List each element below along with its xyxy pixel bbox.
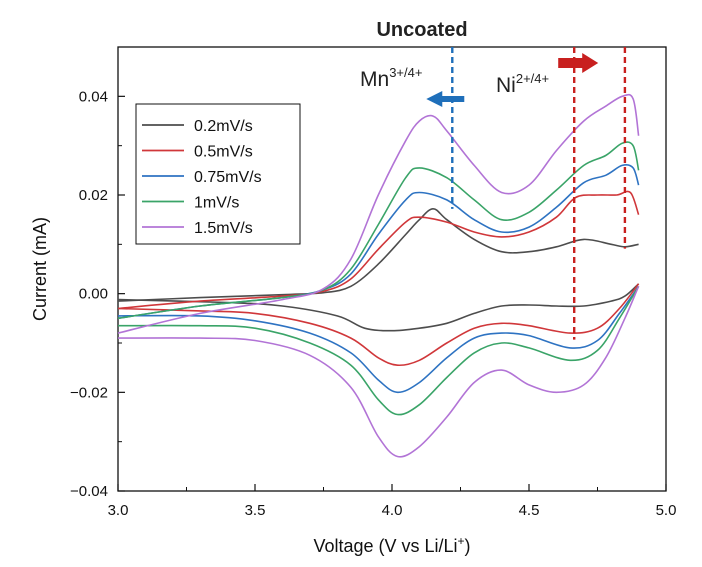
x-axis-title-sup: +	[458, 534, 465, 548]
y-tick-label: −0.04	[70, 483, 108, 500]
y-tick-label: 0.04	[79, 88, 108, 105]
axis-ticks: 3.0 3.5 4.0 4.5 5.0 −0.04 −0.02 0.00 0.02 0.04	[70, 88, 676, 519]
ni-label-base: Ni	[496, 74, 516, 97]
series-0-5mv-s-cathodic-line	[117, 283, 640, 367]
y-tick-label: −0.02	[70, 384, 108, 401]
x-axis-title-end: )	[465, 536, 471, 556]
legend: 0.2mV/s 0.5mV/s 0.75mV/s 1mV/s 1.5mV/s	[135, 103, 301, 245]
y-tick-label: 0.02	[79, 187, 108, 204]
series-curves	[117, 93, 640, 458]
series-1-5mv-s-anodic-line	[117, 93, 640, 334]
ni-label-sup: 2+/4+	[516, 71, 549, 86]
legend-label-0-75mv-s: 0.75mV/s	[194, 169, 262, 186]
x-tick-label: 4.0	[382, 502, 403, 519]
ni-label: Ni2+/4+	[496, 71, 549, 97]
x-axis-title: Voltage (V vs Li/Li+)	[313, 534, 470, 556]
series-1-5mv-s-cathodic-line	[117, 285, 640, 458]
x-tick-label: 5.0	[656, 502, 677, 519]
legend-label-1mv-s: 1mV/s	[194, 195, 239, 212]
mn-label-base: Mn	[360, 68, 389, 91]
legend-label-1-5mv-s: 1.5mV/s	[194, 220, 253, 237]
series-1mv-s-cathodic-line	[117, 285, 640, 416]
legend-box	[135, 103, 301, 245]
x-tick-label: 4.5	[519, 502, 540, 519]
y-axis-title: Current (mA)	[30, 217, 50, 321]
mn-label: Mn3+/4+	[360, 65, 422, 91]
chart-title: Uncoated	[376, 19, 467, 41]
mn-label-sup: 3+/4+	[389, 65, 422, 80]
mn-arrow-left-icon	[426, 91, 465, 107]
x-axis-title-main: Voltage (V vs Li/Li	[313, 536, 457, 556]
y-tick-label: 0.00	[79, 286, 108, 303]
x-tick-label: 3.5	[245, 502, 266, 519]
legend-label-0-5mv-s: 0.5mV/s	[194, 144, 253, 161]
series-0-75mv-s-cathodic-line	[117, 285, 640, 394]
legend-label-0-2mv-s: 0.2mV/s	[194, 118, 253, 135]
ni-arrow-right-icon	[558, 53, 599, 73]
peak-annotations: Mn3+/4+ Ni2+/4+	[360, 47, 627, 340]
x-tick-label: 3.0	[108, 502, 129, 519]
series-0-2mv-s-cathodic-line	[117, 283, 640, 332]
